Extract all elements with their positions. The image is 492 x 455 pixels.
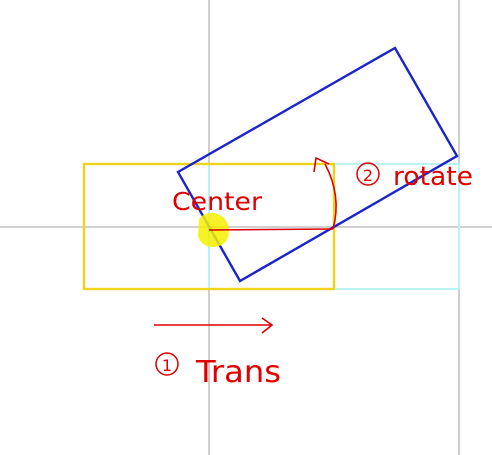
- center-label: Center: [172, 187, 263, 216]
- step-trans-number: 1: [162, 356, 172, 375]
- step-rotate-number-circle: [356, 162, 380, 186]
- step-rotate-label: rotate: [393, 162, 473, 192]
- step-trans-label: Trans: [195, 355, 281, 390]
- rotation-arrowhead: [313, 156, 330, 173]
- translation-arrowhead: [261, 317, 274, 334]
- step-trans-number-circle: [155, 352, 179, 376]
- step-rotate-number: 2: [363, 166, 373, 185]
- rotation-radius-line: [208, 228, 334, 231]
- rotation-arc-arrow: [324, 163, 337, 230]
